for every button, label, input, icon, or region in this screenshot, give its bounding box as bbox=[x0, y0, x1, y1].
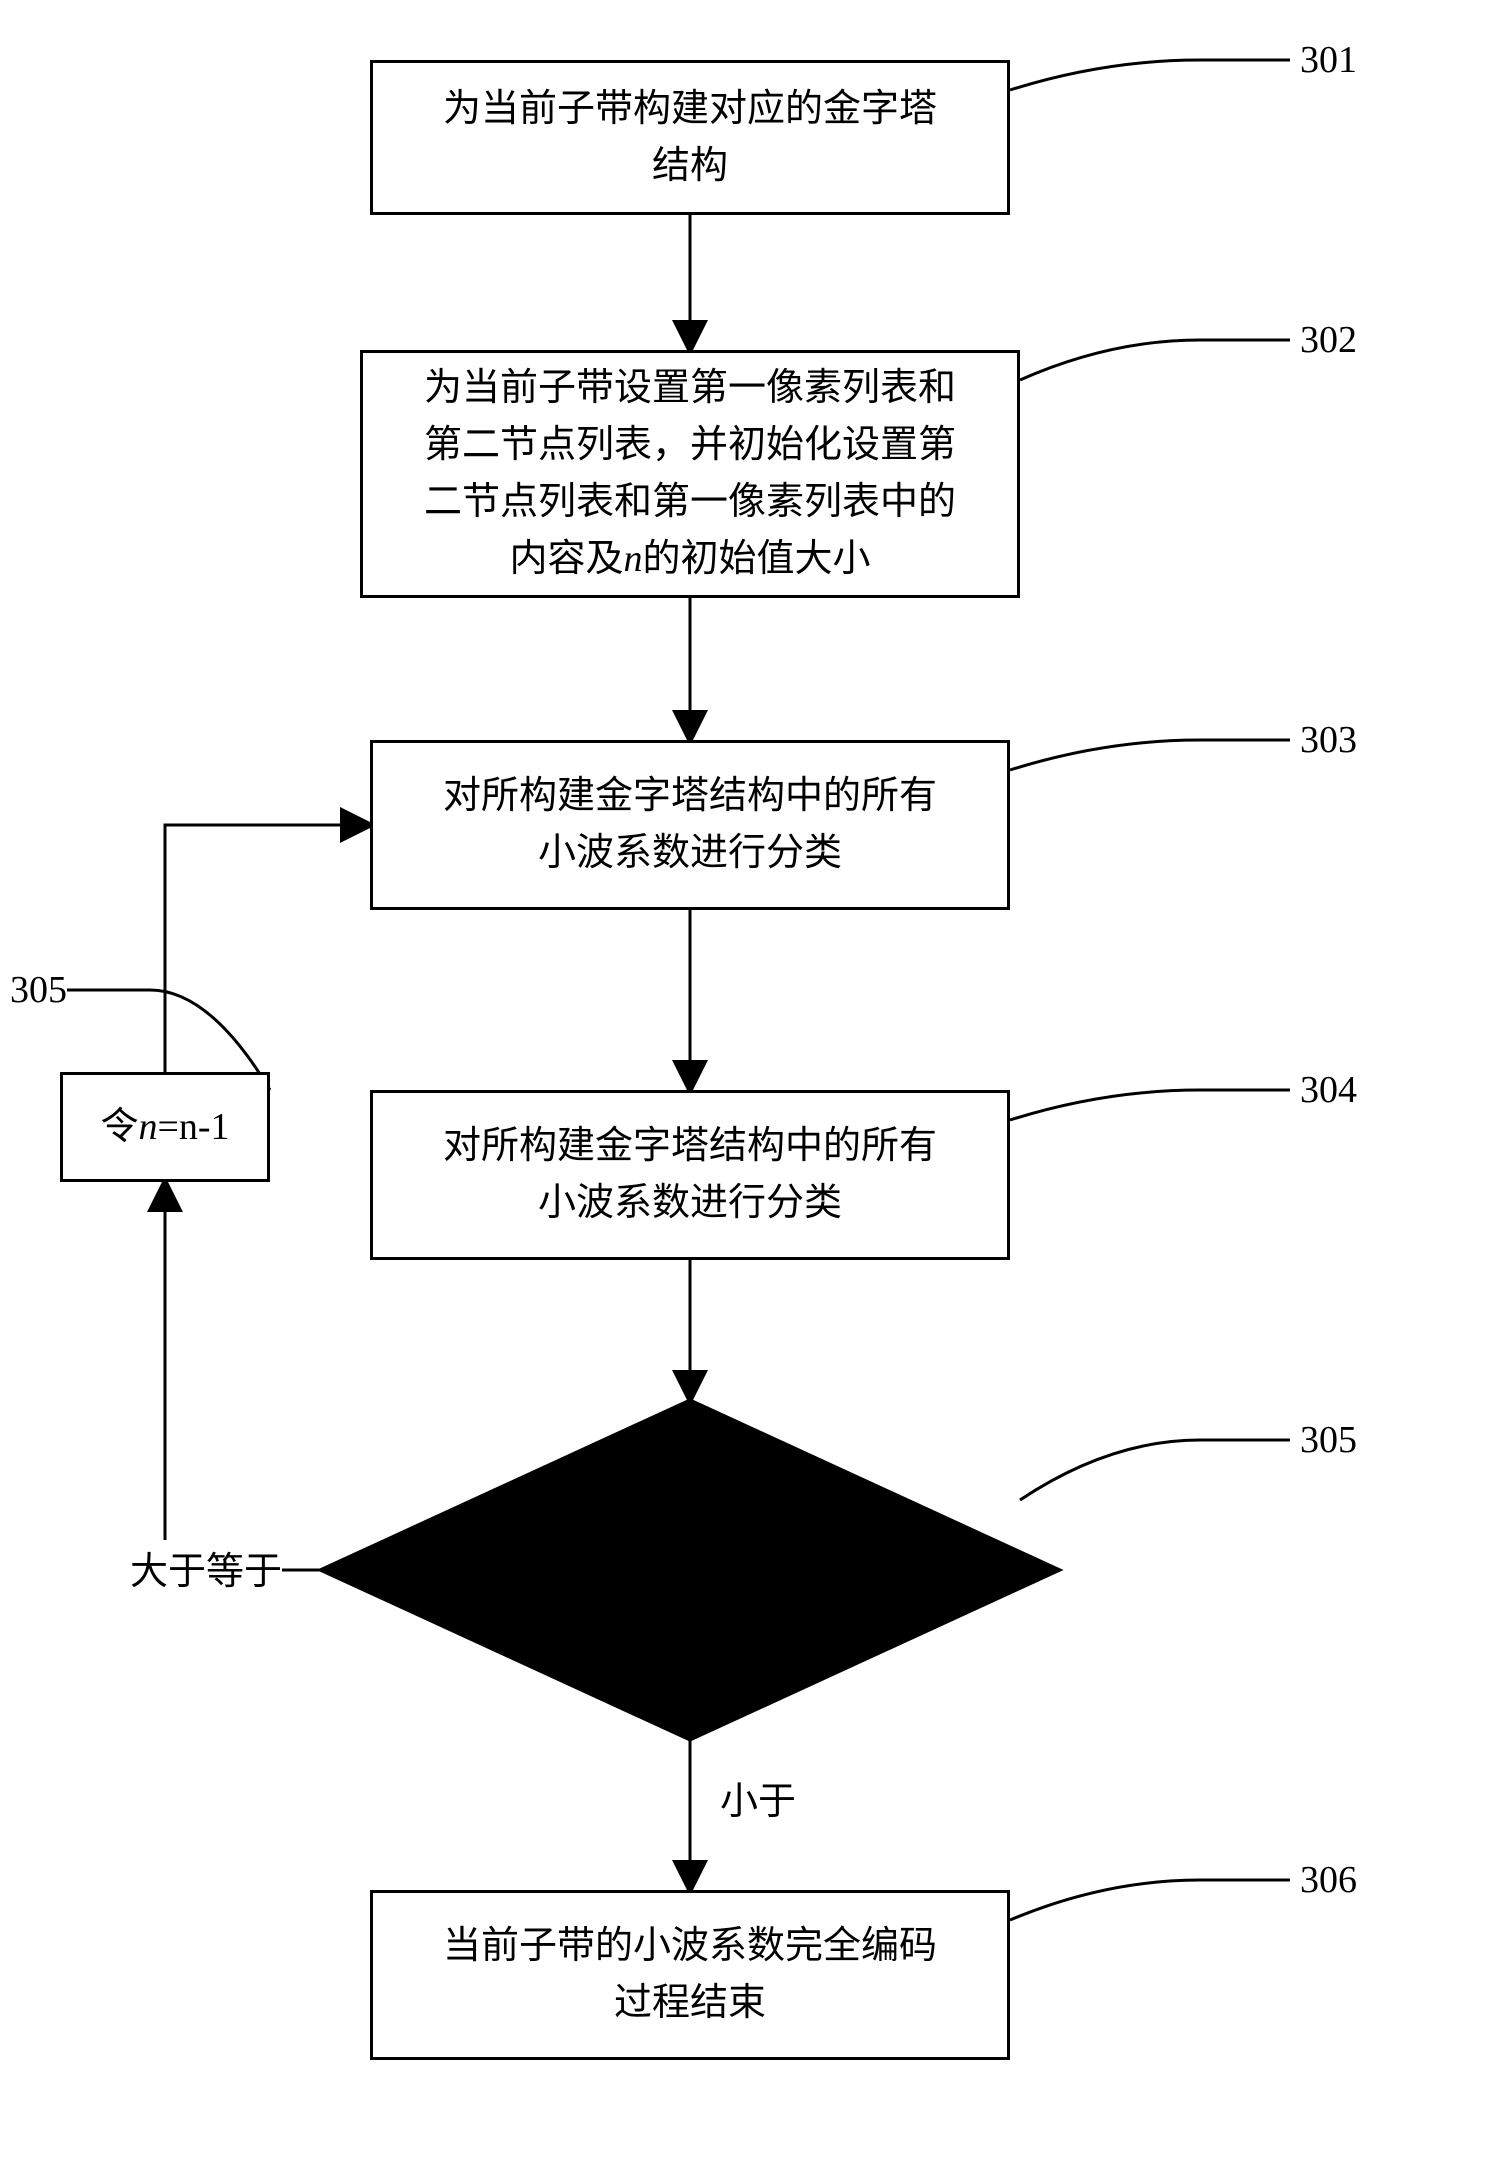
step-305-text: 令n=n-1 bbox=[100, 1099, 229, 1156]
step-305-decrement-n: 令n=n-1 bbox=[60, 1072, 270, 1182]
edge-label-ge-text: 大于等于 bbox=[130, 1551, 282, 1593]
step-301-build-pyramid: 为当前子带构建对应的金字塔结构 bbox=[370, 60, 1010, 215]
step-302-init-lists: 为当前子带设置第一像素列表和第二节点列表，并初始化设置第二节点列表和第一像素列表… bbox=[360, 350, 1020, 598]
step-303-classify-1: 对所构建金字塔结构中的所有小波系数进行分类 bbox=[370, 740, 1010, 910]
edge-label-lt-text: 小于 bbox=[720, 1781, 796, 1823]
step-302-text: 为当前子带设置第一像素列表和第二节点列表，并初始化设置第二节点列表和第一像素列表… bbox=[424, 360, 956, 588]
decision-305-text: 判断当前比特平面系数n与1的大小关系 bbox=[471, 1513, 908, 1627]
step-306-end: 当前子带的小波系数完全编码过程结束 bbox=[370, 1890, 1010, 2060]
step-number-305-4: 305 bbox=[10, 968, 67, 1012]
step-number-302-1: 302 bbox=[1300, 318, 1357, 362]
step-number-306-6: 306 bbox=[1300, 1858, 1357, 1902]
step-number-301-0: 301 bbox=[1300, 38, 1357, 82]
step-306-text: 当前子带的小波系数完全编码过程结束 bbox=[443, 1918, 937, 2032]
step-number-304-3: 304 bbox=[1300, 1068, 1357, 1112]
edge-label-ge: 大于等于 bbox=[130, 1540, 282, 1595]
step-number-303-2: 303 bbox=[1300, 718, 1357, 762]
decision-305-compare-n: 判断当前比特平面系数n与1的大小关系 bbox=[320, 1400, 1060, 1740]
step-304-text: 对所构建金字塔结构中的所有小波系数进行分类 bbox=[443, 1118, 937, 1232]
step-303-text: 对所构建金字塔结构中的所有小波系数进行分类 bbox=[443, 768, 937, 882]
step-304-classify-2: 对所构建金字塔结构中的所有小波系数进行分类 bbox=[370, 1090, 1010, 1260]
step-301-text: 为当前子带构建对应的金字塔结构 bbox=[443, 81, 937, 195]
flowchart-canvas: 为当前子带构建对应的金字塔结构 为当前子带设置第一像素列表和第二节点列表，并初始… bbox=[0, 0, 1487, 2160]
step-number-305-5: 305 bbox=[1300, 1418, 1357, 1462]
edge-label-lt: 小于 bbox=[720, 1770, 796, 1825]
